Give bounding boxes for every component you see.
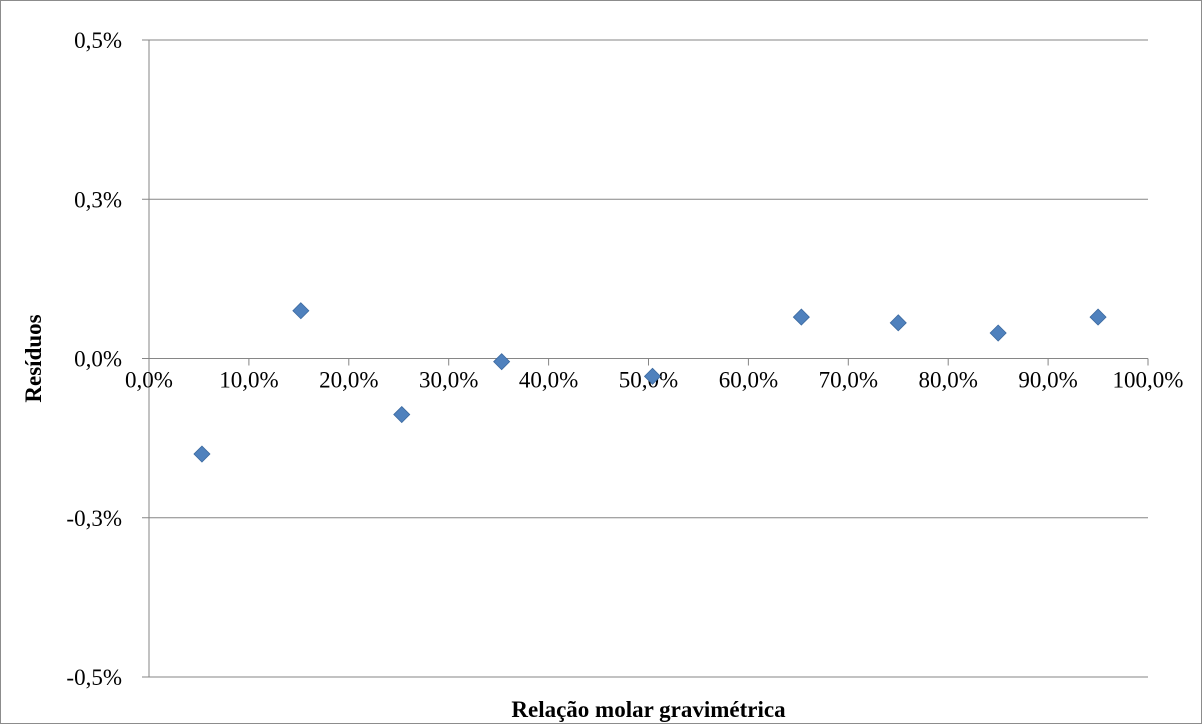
data-point	[1089, 308, 1107, 326]
y-tick-label: -0,5%	[66, 665, 122, 690]
x-tick-label: 60,0%	[719, 368, 778, 393]
y-tick-label: 0,0%	[74, 347, 122, 372]
x-tick-label: 70,0%	[819, 368, 878, 393]
y-axis-title: Resíduos	[21, 314, 46, 402]
data-point	[889, 314, 907, 332]
x-tick-label: 20,0%	[319, 368, 378, 393]
data-point	[393, 405, 411, 424]
data-point-layer	[193, 302, 1107, 463]
x-tick-label: 40,0%	[519, 368, 578, 393]
grid-layer	[149, 39, 1148, 678]
data-point	[643, 367, 662, 385]
x-tick-label: 100,0%	[1113, 368, 1184, 393]
y-tick-label: -0,3%	[66, 506, 122, 531]
x-tick-label: 10,0%	[219, 368, 278, 393]
tick-label-layer: 0,5% 0,3% 0,0% -0,3% -0,5% 0,0% 10,0% 20,0% 30,0…	[66, 28, 1183, 690]
data-point	[292, 302, 310, 320]
y-tick-label: 0,5%	[74, 28, 122, 53]
x-tick-label: 30,0%	[419, 368, 478, 393]
x-tick-label: 0,0%	[125, 368, 173, 393]
x-tick-label: 80,0%	[918, 368, 977, 393]
data-point	[193, 445, 211, 463]
axis-layer	[142, 39, 1149, 678]
x-axis-title: Relação molar gravimétrica	[511, 697, 786, 722]
x-tick-label: 90,0%	[1018, 368, 1077, 393]
y-tick-label: 0,3%	[74, 187, 122, 212]
data-point	[792, 308, 810, 326]
data-point	[989, 324, 1007, 342]
data-point	[493, 353, 511, 371]
